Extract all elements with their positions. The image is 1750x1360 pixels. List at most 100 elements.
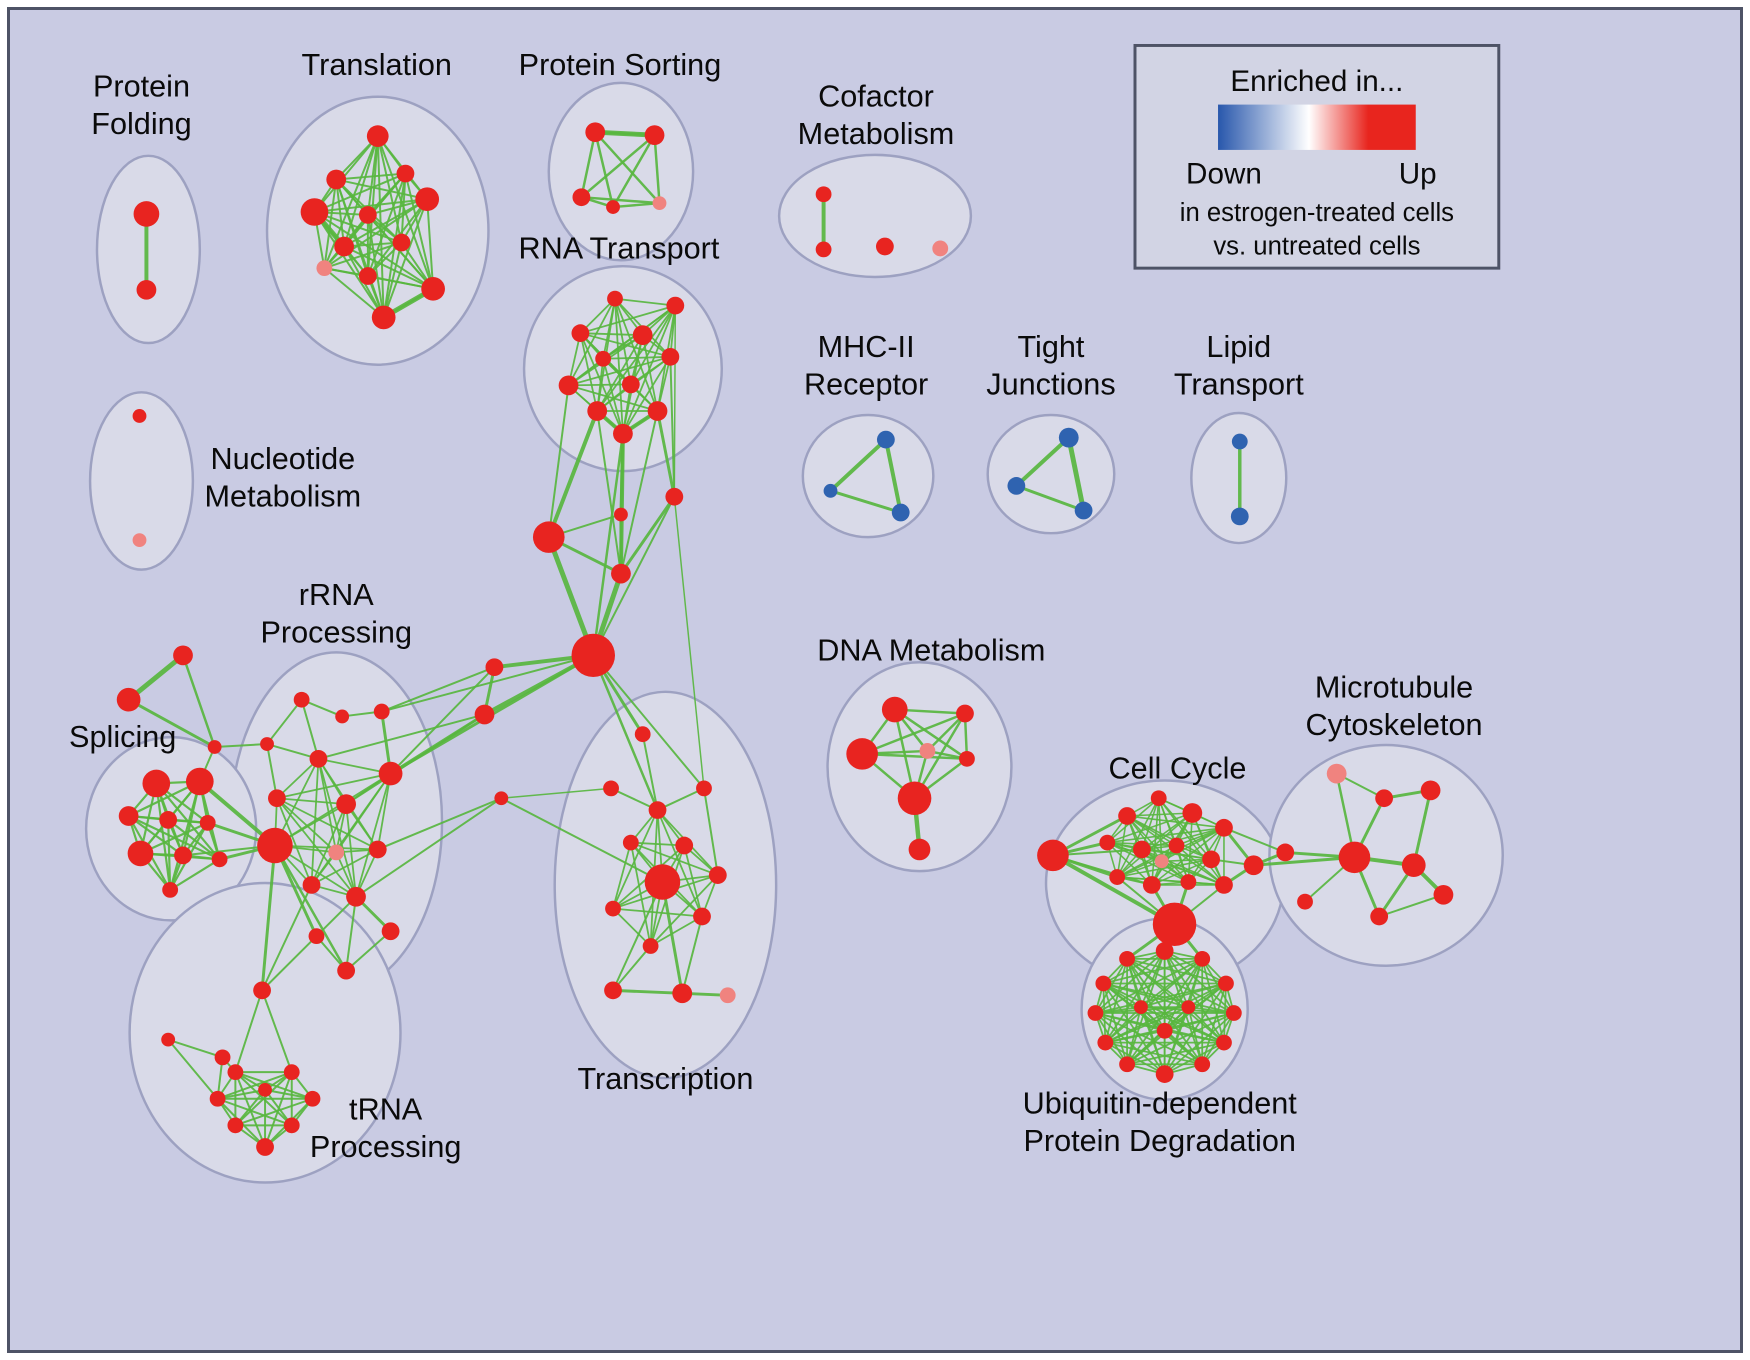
node-mh3 bbox=[891, 503, 910, 522]
node-rt4 bbox=[632, 325, 653, 345]
edge bbox=[300, 698, 320, 760]
edge bbox=[335, 178, 429, 201]
node-tx2 bbox=[603, 780, 619, 797]
edge bbox=[1102, 982, 1235, 1014]
node-tj3 bbox=[1074, 501, 1093, 520]
node-tn7 bbox=[258, 1082, 272, 1097]
node-rr15 bbox=[308, 928, 325, 945]
node-cf3 bbox=[875, 237, 894, 256]
node-mh2 bbox=[823, 483, 838, 498]
edge bbox=[596, 334, 644, 412]
cluster-label-rna-transport: RNA Transport bbox=[519, 231, 720, 265]
edge bbox=[1104, 1006, 1142, 1044]
node-ps1 bbox=[585, 122, 606, 143]
edge bbox=[261, 883, 313, 992]
edge bbox=[167, 1038, 219, 1100]
node-tx13 bbox=[672, 983, 693, 1004]
edge bbox=[653, 133, 661, 205]
cluster-ellipse-tight-junctions bbox=[986, 413, 1116, 535]
node-cn7 bbox=[474, 704, 495, 725]
edge bbox=[1378, 893, 1445, 918]
cluster-label-mhc-ii-receptor: MHC-II Receptor bbox=[804, 330, 928, 401]
node-cc11 bbox=[1109, 869, 1126, 885]
edge bbox=[592, 432, 625, 657]
node-cn4 bbox=[611, 563, 631, 584]
node-mc4 bbox=[1276, 843, 1295, 862]
edge bbox=[276, 772, 392, 800]
node-mc2 bbox=[1375, 789, 1394, 808]
edge bbox=[612, 907, 703, 918]
edge bbox=[169, 780, 201, 891]
node-cn8 bbox=[494, 791, 509, 806]
cluster-label-microtubule-cytoskeleton: Microtubule Cytoskeleton bbox=[1305, 671, 1482, 742]
node-dm1 bbox=[881, 696, 908, 723]
cluster-label-cofactor-metabolism: Cofactor Metabolism bbox=[798, 80, 955, 151]
node-mc7 bbox=[1433, 884, 1454, 905]
node-cc12 bbox=[1142, 876, 1161, 894]
cluster-label-trna-processing: tRNA Processing bbox=[310, 1092, 462, 1163]
edge bbox=[1163, 1006, 1190, 1076]
node-tx11 bbox=[642, 938, 659, 954]
node-tn5 bbox=[283, 1064, 300, 1081]
edge bbox=[828, 437, 888, 493]
cluster-labels-layer: Protein Folding Translation Protein Sorting… bbox=[69, 48, 1482, 1164]
node-lt1 bbox=[1231, 433, 1248, 450]
node-rr3 bbox=[373, 703, 390, 720]
edge bbox=[641, 733, 659, 812]
edge bbox=[323, 178, 338, 270]
node-ub2 bbox=[1119, 950, 1135, 967]
edge bbox=[669, 355, 676, 498]
node-dm5 bbox=[959, 750, 975, 767]
edge bbox=[602, 355, 672, 360]
edge bbox=[593, 130, 615, 209]
edge bbox=[264, 1088, 314, 1100]
node-cc9 bbox=[1154, 854, 1169, 869]
edge bbox=[1163, 950, 1235, 1014]
node-rr1 bbox=[293, 691, 310, 708]
edge bbox=[345, 895, 357, 972]
edge bbox=[317, 757, 357, 898]
edge bbox=[683, 844, 703, 918]
node-ub10 bbox=[1119, 1056, 1135, 1073]
edge bbox=[893, 708, 969, 761]
edge bbox=[317, 757, 392, 775]
legend-down-label: Down bbox=[1186, 157, 1262, 190]
node-dm4 bbox=[919, 743, 936, 759]
edge bbox=[829, 489, 903, 514]
node-sp8 bbox=[211, 851, 228, 868]
edge bbox=[323, 198, 429, 270]
edge bbox=[313, 211, 385, 319]
edge bbox=[1126, 815, 1190, 883]
edge bbox=[1140, 1006, 1166, 1076]
node-ps2 bbox=[644, 125, 665, 145]
node-rr10 bbox=[328, 844, 345, 861]
node-ub14 bbox=[1181, 1000, 1196, 1015]
node-ub4 bbox=[1095, 975, 1112, 992]
node-rr14 bbox=[381, 922, 400, 941]
node-sp9 bbox=[162, 881, 179, 898]
node-ub3 bbox=[1194, 950, 1211, 967]
node-ub5 bbox=[1218, 975, 1234, 992]
legend-caption-line2: vs. untreated cells bbox=[1213, 232, 1420, 260]
edge bbox=[1126, 1041, 1225, 1066]
node-tx5 bbox=[622, 834, 639, 851]
node-cc5 bbox=[1215, 818, 1233, 837]
node-rt10 bbox=[647, 401, 668, 421]
edge bbox=[673, 304, 677, 498]
node-ub9 bbox=[1216, 1034, 1232, 1051]
edge bbox=[355, 772, 392, 898]
node-tl3 bbox=[396, 164, 415, 183]
node-ub13 bbox=[1134, 1000, 1148, 1015]
edge bbox=[567, 355, 672, 387]
edge bbox=[276, 797, 348, 806]
node-tl8 bbox=[392, 233, 411, 252]
cluster-label-translation: Translation bbox=[302, 48, 452, 82]
edge bbox=[355, 797, 503, 898]
node-tn4 bbox=[227, 1064, 244, 1081]
node-tx10 bbox=[693, 907, 711, 926]
node-pf1 bbox=[133, 201, 160, 227]
node-tl1 bbox=[366, 125, 389, 147]
node-cc14 bbox=[1215, 876, 1233, 894]
node-cc16 bbox=[1243, 855, 1264, 876]
edge bbox=[317, 713, 486, 760]
